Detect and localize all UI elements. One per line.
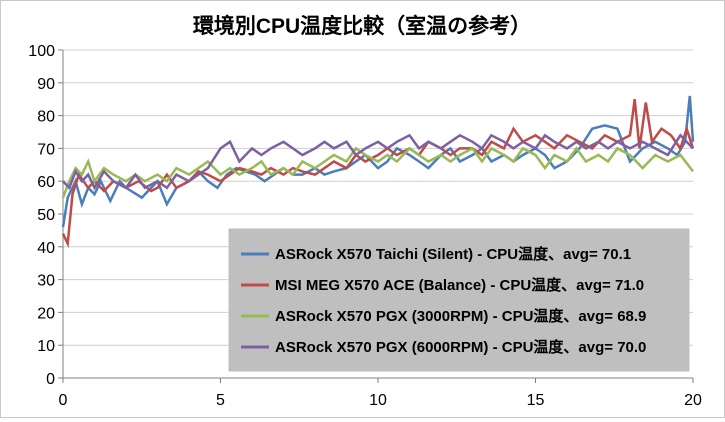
y-tick-label: 70 xyxy=(37,141,55,158)
x-tick-label: 10 xyxy=(369,392,387,409)
y-tick-label: 30 xyxy=(37,273,55,290)
series-lines xyxy=(61,95,695,249)
legend-label-1: ASRock X570 Taichi (Silent) - CPU温度、avg=… xyxy=(275,245,631,263)
y-tick-label: 20 xyxy=(37,305,55,322)
chart-title: 環境別CPU温度比較（室温の参考） xyxy=(193,14,531,38)
legend-label-2: MSI MEG X570 ACE (Balance) - CPU温度、avg= … xyxy=(275,276,644,294)
y-tick-label: 50 xyxy=(37,207,55,224)
y-tick-label: 80 xyxy=(37,109,55,126)
y-tick-label: 60 xyxy=(37,174,55,191)
series-line-2 xyxy=(61,99,695,249)
legend: ASRock X570 Taichi (Silent) - CPU温度、avg=… xyxy=(228,228,690,372)
legend-label-4: ASRock X570 PGX (6000RPM) - CPU温度、avg= 7… xyxy=(275,338,646,356)
legend-label-3: ASRock X570 PGX (3000RPM) - CPU温度、avg= 6… xyxy=(275,307,646,325)
y-tick-label: 40 xyxy=(37,240,55,257)
x-tick-label: 0 xyxy=(59,392,68,409)
legend-box xyxy=(228,228,690,372)
y-tick-label: 90 xyxy=(37,76,55,93)
axes: 0 10 20 30 40 50 60 70 80 90 100 0 5 10 15 20 xyxy=(28,43,702,409)
series-line-1 xyxy=(61,95,695,228)
x-tick-label: 5 xyxy=(216,392,225,409)
series-line-4 xyxy=(62,133,694,191)
x-tick-label: 20 xyxy=(684,392,702,409)
y-tick-label: 0 xyxy=(46,371,55,388)
y-tick-label: 100 xyxy=(28,43,55,60)
x-tick-label: 15 xyxy=(527,392,545,409)
y-tick-label: 10 xyxy=(37,338,55,355)
